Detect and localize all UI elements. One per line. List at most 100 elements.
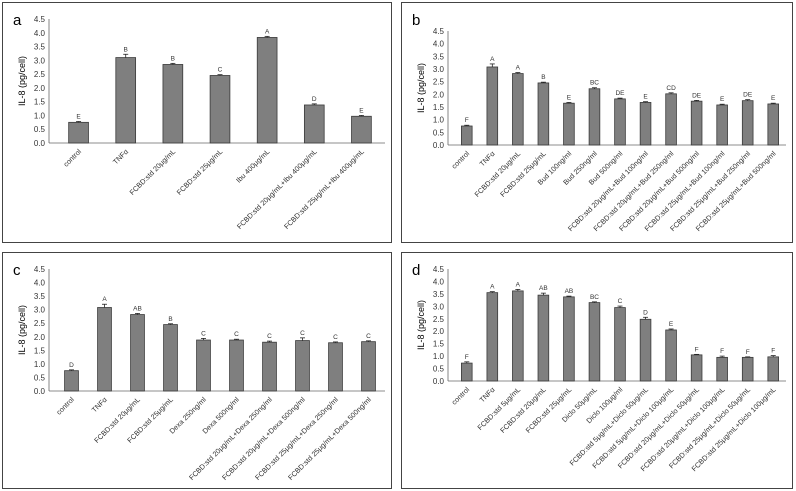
significance-label-1: B [124,46,128,53]
y-tick-label: 0.0 [433,141,445,150]
bar-3 [209,75,231,144]
y-tick-label: 2.0 [34,333,46,342]
significance-label-2: AB [133,305,142,312]
panel-letter: d [412,262,420,279]
y-tick-label: 0.5 [34,373,46,382]
significance-label-9: C [366,333,371,340]
x-tick-label-3: FCBD:std 25μg/mL [175,147,225,197]
bar-1 [486,66,499,146]
significance-label-8: CD [666,85,676,92]
y-axis-label: IL-8 (pg/cell) [17,305,27,355]
significance-label-2: A [516,65,521,72]
y-tick-label: 1.0 [433,116,445,125]
x-tick-label-3: FCBD:std 20μg/mL [498,385,548,435]
significance-label-0: F [465,354,469,361]
bar-2 [512,73,524,146]
significance-label-10: E [720,96,725,103]
x-tick-label-2: FCBD:std 20μg/mL [473,149,523,199]
y-tick-label: 0.0 [34,139,46,148]
bar-9 [361,341,376,392]
significance-label-6: E [359,107,364,114]
y-tick-label: 2.5 [433,78,445,87]
y-tick-label: 1.0 [34,360,46,369]
bar-0 [64,370,79,392]
x-tick-label-0: control [61,147,83,169]
y-tick-label: 1.5 [34,98,46,107]
significance-label-5: BC [590,294,599,301]
bar-11 [741,356,754,382]
y-tick-label: 4.0 [34,279,46,288]
bar-8 [665,93,677,146]
x-tick-label-1: TNFα [478,385,497,404]
bar-11 [741,100,754,146]
x-tick-label-1: TNFα [111,147,130,166]
significance-label-5: BC [590,80,599,87]
bar-6 [351,115,372,144]
bar-6 [262,341,277,392]
significance-label-0: E [76,114,81,121]
y-tick-label: 2.0 [433,90,445,99]
x-tick-label-4: FCBD:std 25μg/mL [524,385,574,435]
significance-label-3: C [218,67,223,74]
y-tick-label: 4.5 [433,27,445,36]
bar-7 [639,318,652,382]
bar-4 [256,37,278,144]
y-tick-label: 4.5 [34,15,46,24]
y-tick-label: 2.0 [34,84,46,93]
bar-2 [162,64,184,144]
significance-label-0: F [465,117,469,124]
y-axis-label: IL-8 (pg/cell) [416,300,426,350]
y-tick-label: 3.0 [34,56,46,65]
bar-1 [97,307,112,392]
y-tick-label: 1.5 [433,103,445,112]
significance-label-3: B [168,316,172,323]
bar-3 [537,82,550,146]
significance-label-4: A [265,28,270,35]
significance-label-0: D [69,362,74,369]
bar-1 [115,57,137,144]
significance-label-7: C [300,330,305,337]
significance-label-11: F [746,349,750,356]
bar-0 [68,121,89,144]
y-tick-label: 2.5 [34,319,46,328]
bar-7 [295,340,310,392]
bar-10 [716,356,728,382]
bar-8 [328,342,343,392]
significance-label-4: AB [565,288,574,295]
x-tick-label-0: control [450,149,472,171]
bar-4 [563,102,575,146]
bar-0 [461,125,473,146]
x-tick-label-5: FCBD:std 20μg/mL+Ibu 400μg/mL [235,147,319,231]
bar-1 [486,292,499,382]
bar-5 [229,339,244,392]
chart-panel-d: d 0.0 0.5 1.0 1.5 2.0 2.5 3.0 3.5 4.0 4.5 IL-8 (pg/… [401,252,793,489]
y-tick-label: 3.5 [433,290,445,299]
significance-label-11: DE [743,92,753,99]
bar-6 [614,98,626,146]
significance-label-1: A [490,284,495,291]
significance-label-5: C [234,331,239,338]
y-tick-label: 3.0 [34,306,46,315]
chart-a-svg: a 0.0 0.5 1.0 1.5 2.0 2.5 3.0 3.5 4.0 4.5 IL-8 (pg/… [13,12,385,231]
y-tick-label: 1.5 [433,340,445,349]
chart-panel-b: b 0.0 0.5 1.0 1.5 2.0 2.5 3.0 3.5 4.0 4.5 IL-8 (pg/… [401,2,793,243]
x-tick-label-4: Ibu 400μg/mL [234,147,272,185]
bar-5 [303,104,325,144]
y-tick-label: 2.5 [433,315,445,324]
y-tick-label: 1.0 [34,111,46,120]
significance-label-7: D [643,309,648,316]
significance-label-9: F [695,346,699,353]
x-tick-label-1: TNFα [90,395,109,414]
y-tick-label: 3.5 [34,292,46,301]
significance-label-4: C [201,330,206,337]
y-tick-label: 4.5 [34,265,46,274]
bar-8 [665,329,677,382]
y-tick-label: 0.5 [433,365,445,374]
y-tick-label: 3.0 [433,65,445,74]
x-tick-label-3: FCBD:std 25μg/mL [498,149,548,199]
significance-label-12: E [771,95,776,102]
y-tick-label: 0.0 [433,377,445,386]
significance-label-10: F [720,348,724,355]
y-tick-label: 3.5 [433,52,445,61]
y-tick-label: 4.0 [34,29,46,38]
